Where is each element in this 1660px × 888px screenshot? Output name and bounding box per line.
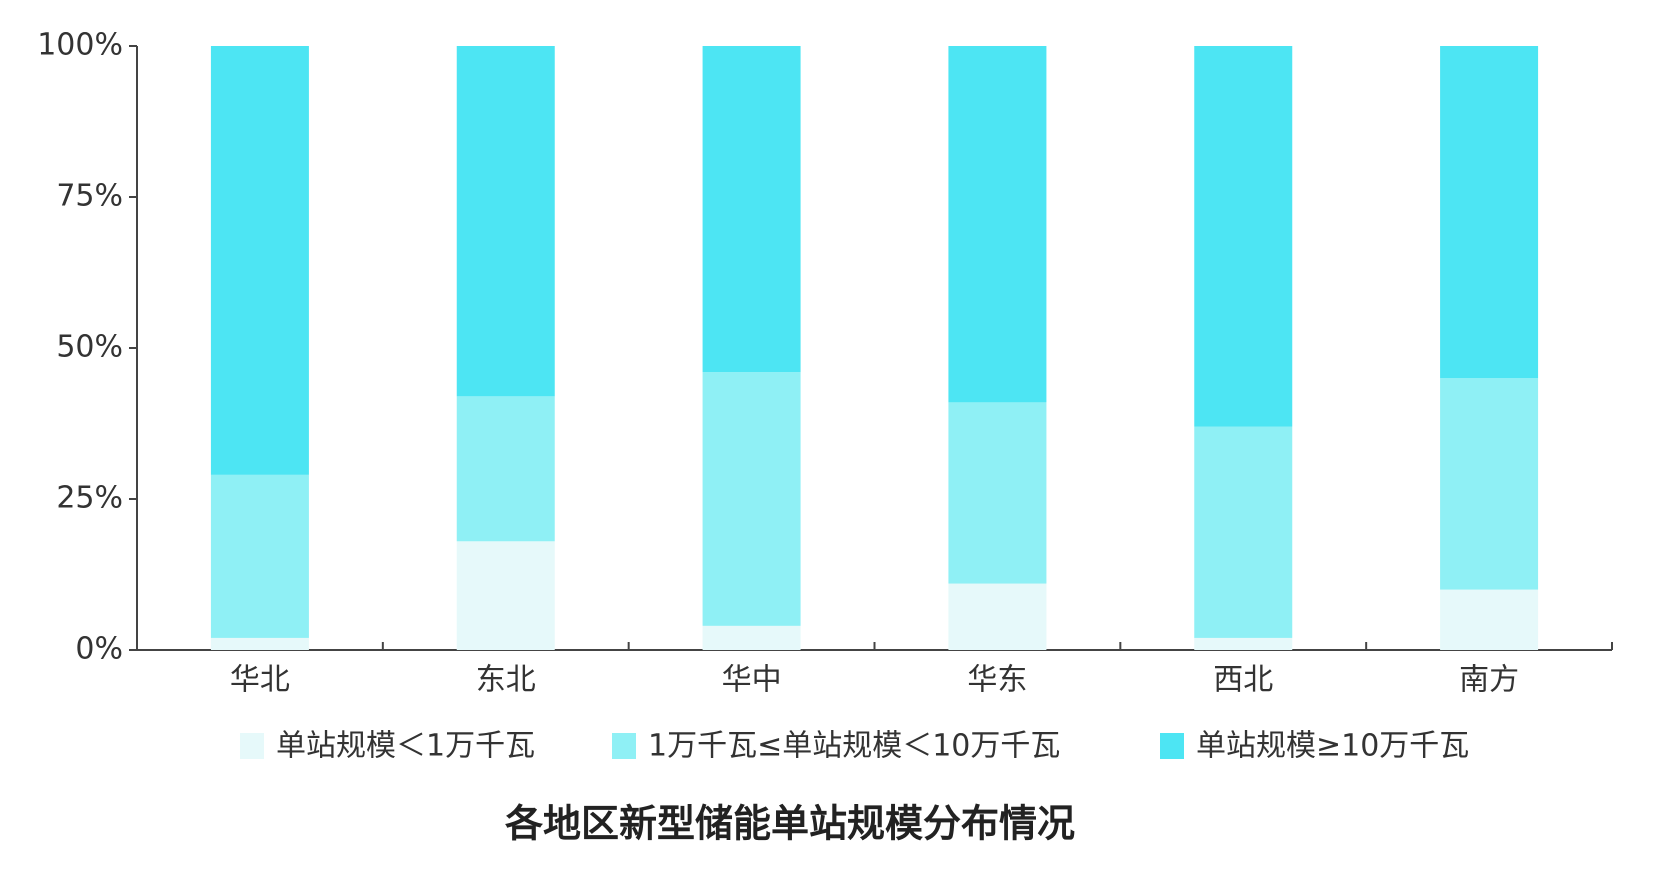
x-tick-label: 南方 <box>1459 663 1519 698</box>
bar-segment <box>210 474 309 638</box>
bar-segment <box>1194 46 1293 427</box>
bar-segment <box>210 637 309 650</box>
bar-segment <box>1440 378 1539 590</box>
legend-label: 1万千瓦≤单站规模＜10万千瓦 <box>648 729 1060 764</box>
y-tick-label: 25% <box>56 481 123 516</box>
bar-segment <box>1440 589 1539 650</box>
x-tick-label: 东北 <box>476 663 536 698</box>
x-tick-label: 华东 <box>967 663 1027 698</box>
legend-label: 单站规模＜1万千瓦 <box>276 729 535 764</box>
bar-segment <box>456 396 555 542</box>
bar-segment <box>702 372 801 626</box>
legend-swatch <box>1160 733 1184 759</box>
legend-label: 单站规模≥10万千瓦 <box>1196 729 1469 764</box>
bar-segment <box>1194 637 1293 650</box>
bar-segment <box>1440 46 1539 379</box>
bar-segment <box>210 46 309 475</box>
bar-segment <box>456 46 555 397</box>
bar-segment <box>702 625 801 650</box>
bar-segment <box>948 583 1047 650</box>
y-tick-label: 0% <box>75 632 123 667</box>
y-tick-label: 50% <box>56 330 123 365</box>
x-tick-label: 西北 <box>1213 663 1273 698</box>
chart-title: 各地区新型储能单站规模分布情况 <box>505 802 1075 846</box>
x-tick-label: 华北 <box>230 663 290 698</box>
y-tick-label: 75% <box>56 179 123 214</box>
legend-swatch <box>240 733 264 759</box>
legend-swatch <box>612 733 636 759</box>
bar-segment <box>702 46 801 373</box>
y-tick-label: 100% <box>37 28 123 63</box>
bar-segment <box>1194 426 1293 638</box>
bar-segment <box>948 402 1047 584</box>
bar-segment <box>456 541 555 650</box>
bar-segment <box>948 46 1047 403</box>
x-tick-label: 华中 <box>722 663 782 698</box>
